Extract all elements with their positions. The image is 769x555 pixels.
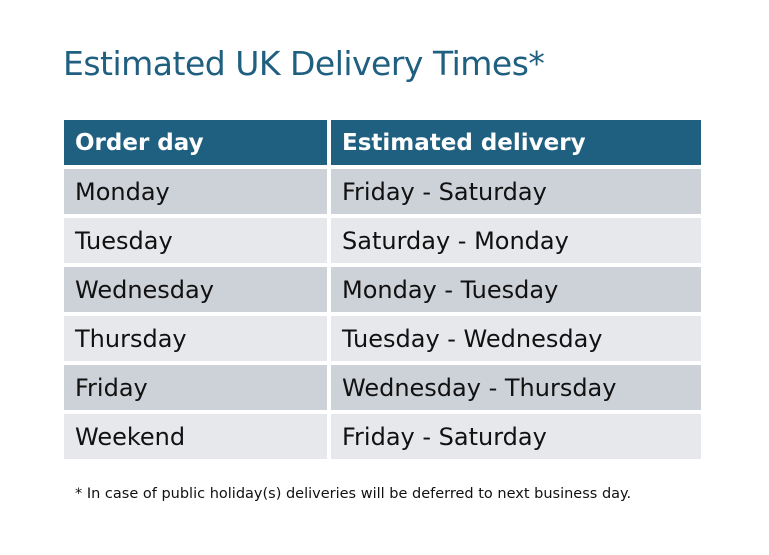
estimated-delivery-cell: Monday - Tuesday [331,267,701,312]
table-header-row: Order day Estimated delivery [64,120,701,165]
table-row: Friday Wednesday - Thursday [64,365,701,410]
column-header-estimated-delivery: Estimated delivery [331,120,701,165]
order-day-cell: Friday [64,365,327,410]
column-header-order-day: Order day [64,120,327,165]
estimated-delivery-cell: Friday - Saturday [331,414,701,459]
order-day-cell: Thursday [64,316,327,361]
page-title: Estimated UK Delivery Times* [63,44,545,83]
table-row: Wednesday Monday - Tuesday [64,267,701,312]
estimated-delivery-cell: Wednesday - Thursday [331,365,701,410]
table-row: Monday Friday - Saturday [64,169,701,214]
order-day-cell: Tuesday [64,218,327,263]
footnote: * In case of public holiday(s) deliverie… [75,486,632,502]
order-day-cell: Monday [64,169,327,214]
delivery-times-table: Order day Estimated delivery Monday Frid… [60,116,705,463]
table-row: Thursday Tuesday - Wednesday [64,316,701,361]
order-day-cell: Wednesday [64,267,327,312]
table-row: Tuesday Saturday - Monday [64,218,701,263]
order-day-cell: Weekend [64,414,327,459]
estimated-delivery-cell: Tuesday - Wednesday [331,316,701,361]
table-row: Weekend Friday - Saturday [64,414,701,459]
estimated-delivery-cell: Friday - Saturday [331,169,701,214]
estimated-delivery-cell: Saturday - Monday [331,218,701,263]
